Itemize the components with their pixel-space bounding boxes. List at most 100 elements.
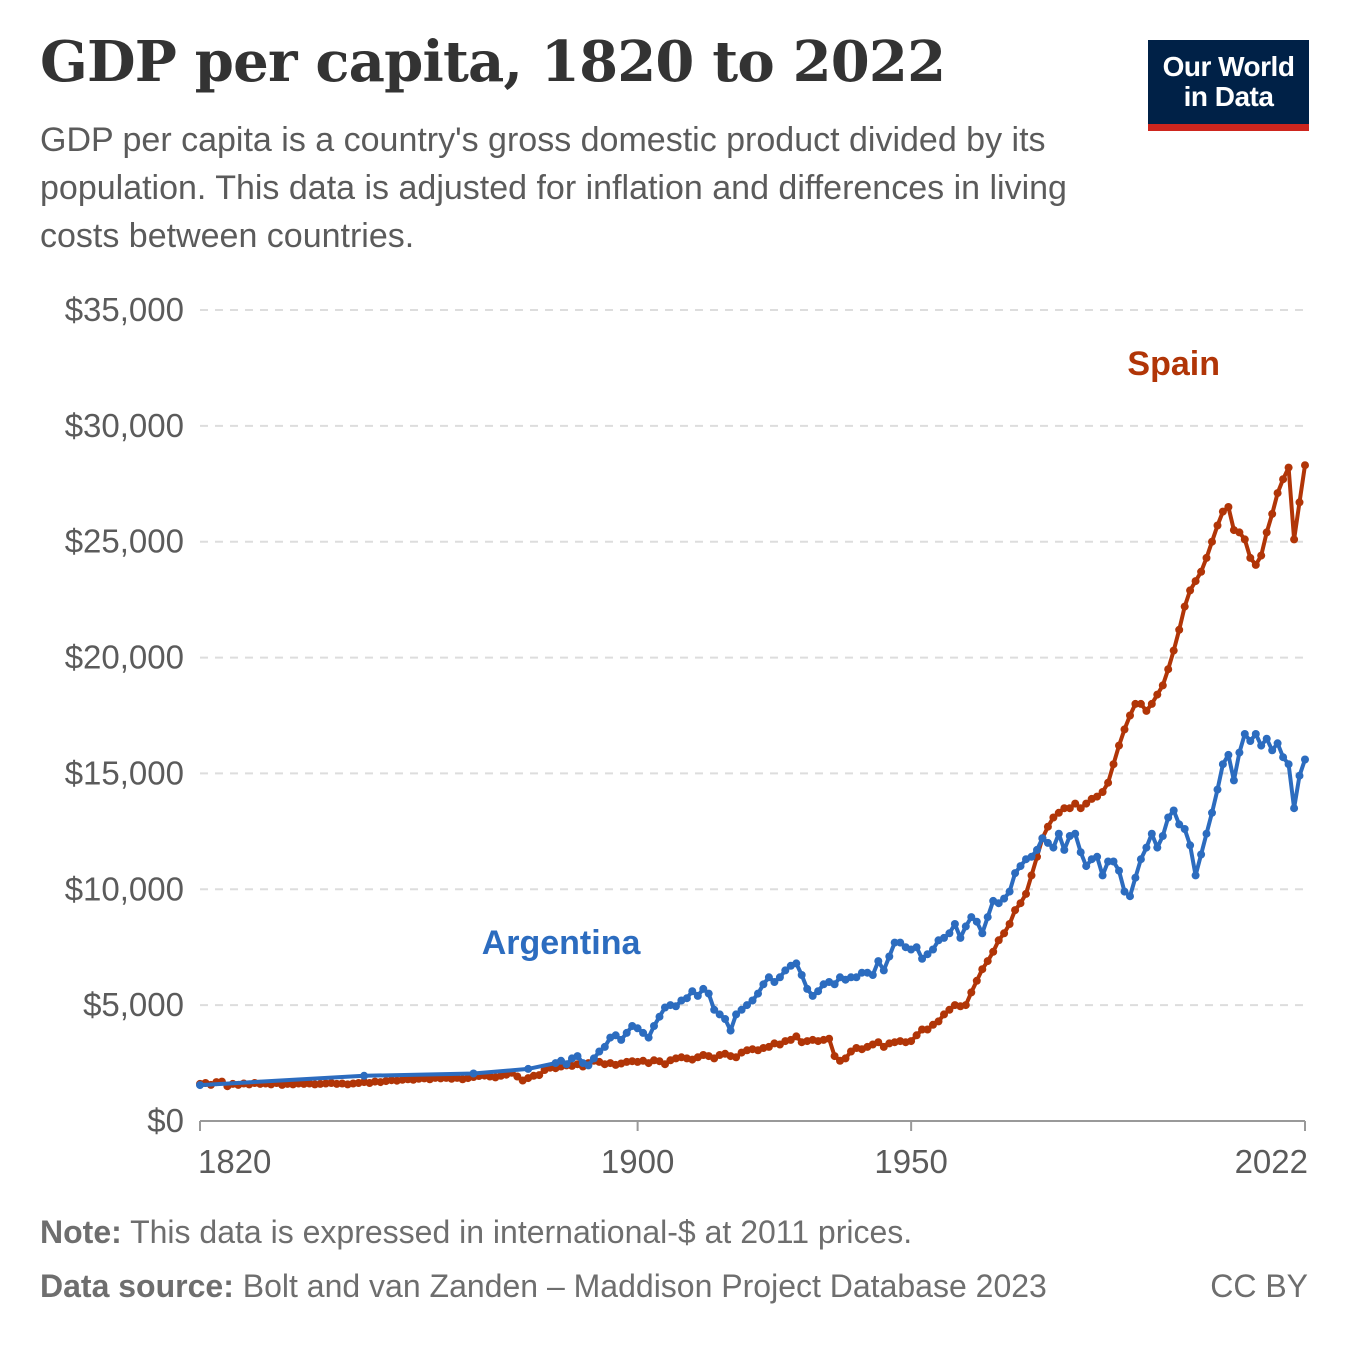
argentina-point (639, 1028, 648, 1037)
spain-point (1251, 560, 1260, 569)
spain-point (1279, 475, 1288, 484)
spain-point (994, 936, 1003, 945)
argentina-point (950, 920, 959, 928)
chart-note: Note: This data is expressed in internat… (40, 1214, 912, 1251)
argentina-point (1290, 804, 1299, 813)
argentina-point (803, 984, 812, 993)
note-label: Note: (40, 1214, 122, 1250)
spain-point (907, 1037, 916, 1046)
logo-line-1: Our World (1162, 51, 1295, 82)
y-tick-label: $0 (147, 1102, 184, 1139)
spain-point (940, 1010, 948, 1019)
spain-point (967, 988, 976, 997)
spain-point (830, 1052, 839, 1061)
argentina-point (1273, 739, 1282, 748)
spain-series-label: Spain (1127, 345, 1220, 383)
argentina-point (688, 987, 697, 996)
y-tick-label: $15,000 (65, 754, 184, 791)
chart-subtitle: GDP per capita is a country's gross dome… (40, 121, 1067, 255)
argentina-point (830, 980, 839, 989)
argentina-point (1218, 760, 1227, 769)
argentina-line (198, 732, 1307, 1088)
argentina-point (874, 957, 883, 966)
spain-points (196, 461, 1309, 1091)
spain-point (1153, 690, 1162, 699)
argentina-point (1235, 748, 1244, 757)
note-text: This data is expressed in international-… (130, 1214, 913, 1250)
spain-point (1005, 920, 1014, 928)
argentina-point (737, 1005, 746, 1014)
argentina-point (595, 1047, 604, 1056)
argentina-point (1005, 887, 1014, 896)
spain-point (923, 1025, 932, 1034)
argentina-point (808, 991, 817, 1000)
spain-point (1273, 489, 1282, 498)
argentina-point (896, 938, 905, 947)
argentina-point (1229, 776, 1238, 785)
spain-point (841, 1054, 850, 1063)
license-link[interactable]: CC BY (1210, 1268, 1308, 1304)
argentina-point (945, 929, 954, 938)
argentina-point (1213, 785, 1222, 794)
argentina-point (1082, 862, 1091, 871)
argentina-point (573, 1052, 582, 1061)
argentina-point (1060, 845, 1069, 854)
argentina-point (650, 1022, 658, 1030)
argentina-point (1186, 841, 1195, 850)
argentina-point (1191, 871, 1200, 880)
spain-point (825, 1034, 834, 1043)
logo-line-2: in Data (1183, 81, 1274, 112)
argentina-point (814, 987, 823, 996)
argentina-point (704, 989, 713, 998)
spain-point (1126, 711, 1134, 720)
argentina-point (764, 973, 773, 982)
argentina-point (1076, 848, 1085, 857)
x-axis: 1820 1900 1950 2022 (198, 1120, 1308, 1180)
spain-point (1268, 509, 1277, 518)
argentina-point (759, 980, 768, 989)
argentina-point (1049, 843, 1058, 852)
argentina-point (956, 933, 965, 942)
spain-point (1071, 799, 1080, 808)
argentina-point (754, 989, 762, 998)
argentina-point (1164, 813, 1173, 822)
series-labels: Spain Argentina (482, 345, 1220, 962)
spain-point (1136, 699, 1145, 708)
spain-point (1218, 507, 1227, 516)
spain-point (1164, 665, 1173, 674)
spain-point (1054, 808, 1063, 817)
argentina-point (1033, 845, 1041, 854)
source-label: Data source: (40, 1268, 234, 1304)
x-tick-label: 1900 (601, 1143, 674, 1180)
argentina-point (1120, 887, 1129, 896)
argentina-point (1000, 894, 1009, 903)
series-lines (196, 461, 1309, 1091)
argentina-point (1071, 829, 1080, 838)
argentina-point (682, 994, 691, 1003)
spain-point (1120, 725, 1129, 734)
argentina-point (852, 973, 861, 982)
spain-point (978, 965, 987, 974)
spain-point (1147, 699, 1156, 708)
argentina-point (721, 1015, 730, 1023)
spain-point (1235, 528, 1244, 537)
spain-point (1011, 906, 1020, 915)
argentina-point (699, 984, 708, 993)
owid-logo[interactable]: Our World in Data (1148, 40, 1309, 131)
spain-point (1224, 503, 1233, 511)
spain-point (1284, 463, 1293, 472)
argentina-point (710, 1005, 719, 1014)
argentina-point (1054, 829, 1063, 838)
spain-point (989, 947, 998, 956)
argentina-point (743, 1001, 751, 1010)
spain-point (732, 1053, 741, 1062)
argentina-point (978, 929, 987, 938)
argentina-point (770, 978, 779, 986)
spain-point (792, 1032, 801, 1041)
spain-point (1027, 871, 1036, 880)
argentina-point (360, 1071, 369, 1080)
argentina-point (1011, 869, 1020, 878)
argentina-point (857, 968, 866, 977)
argentina-point (1093, 852, 1102, 861)
